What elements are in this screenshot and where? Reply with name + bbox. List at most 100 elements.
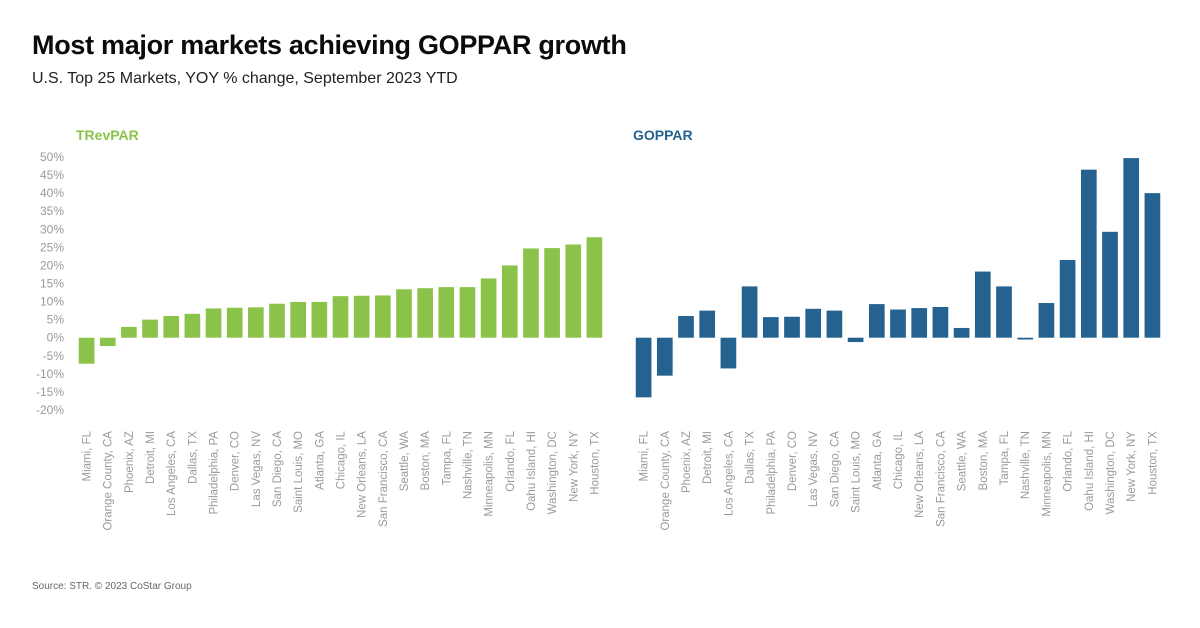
y-tick-label: -15% <box>36 385 64 399</box>
panel-title: TRevPAR <box>76 127 139 143</box>
category-label: Detroit, MI <box>145 431 157 484</box>
chart-title: Most major markets achieving GOPPAR grow… <box>32 30 627 60</box>
bar <box>163 316 180 338</box>
bar <box>953 327 970 338</box>
bar <box>438 287 455 338</box>
bar <box>374 295 391 338</box>
y-tick-label: 35% <box>40 204 64 218</box>
category-label: Minneapolis, MN <box>1041 431 1053 517</box>
bar <box>932 306 949 338</box>
bar <box>720 337 737 369</box>
bar <box>269 303 285 338</box>
bar <box>353 295 370 338</box>
bar <box>868 304 885 338</box>
bar <box>974 271 991 338</box>
category-label: Detroit, MI <box>702 431 714 484</box>
bar <box>311 301 328 338</box>
y-tick-label: 30% <box>40 222 64 236</box>
bar <box>847 337 864 343</box>
bar <box>523 248 539 338</box>
category-label: San Diego, CA <box>829 431 841 507</box>
category-label: Denver, CO <box>787 431 799 491</box>
bar <box>635 337 652 398</box>
category-label: Orlando, FL <box>505 430 517 491</box>
category-label: Boston, MA <box>978 431 990 491</box>
category-label: Atlanta, GA <box>872 431 884 490</box>
category-label: New York, NY <box>568 431 580 502</box>
category-label: Miami, FL <box>82 430 94 481</box>
category-label: Seattle, WA <box>399 431 411 492</box>
category-label: Tampa, FL <box>999 430 1011 485</box>
y-tick-label: 0% <box>47 331 65 345</box>
panel-title: GOPPAR <box>633 127 693 143</box>
bar <box>184 313 201 338</box>
category-label: New York, NY <box>1126 431 1138 502</box>
bar <box>99 337 116 347</box>
bar <box>784 316 800 338</box>
category-label: Minneapolis, MN <box>484 431 496 517</box>
bar <box>656 337 673 376</box>
bar <box>332 296 349 338</box>
goppar-panel: GOPPAR Miami, FL Orange County, CA Phoenix,… <box>633 127 1161 531</box>
bar <box>121 326 137 338</box>
bar <box>78 337 95 364</box>
y-tick-label: 20% <box>40 258 64 272</box>
bar <box>678 316 694 338</box>
y-tick-label: -20% <box>36 403 64 417</box>
category-label: Chicago, IL <box>336 430 348 489</box>
category-label: Chicago, IL <box>893 430 905 489</box>
category-label: Denver, CO <box>230 431 242 491</box>
bar <box>1102 231 1118 338</box>
trevpar-panel: TRevPAR 50% 45% 40% 35% 30% 25% 20% 15% 10% 5% 0% -5… <box>36 127 603 531</box>
bar <box>699 310 716 338</box>
bar <box>996 286 1012 338</box>
y-tick-label: 25% <box>40 240 64 254</box>
category-label: Houston, TX <box>589 431 601 495</box>
bar <box>826 310 843 338</box>
category-label: Orlando, FL <box>1063 430 1075 491</box>
y-tick-label: 15% <box>40 277 64 291</box>
bar <box>1080 169 1097 338</box>
category-label: Washington, DC <box>547 431 559 514</box>
bar <box>565 244 582 338</box>
category-label: Seattle, WA <box>957 431 969 492</box>
category-label: Saint Louis, MO <box>293 431 305 513</box>
category-label: Orange County, CA <box>660 431 672 531</box>
bar <box>417 288 433 338</box>
y-tick-label: 50% <box>40 150 64 164</box>
bar <box>205 308 222 338</box>
category-label: Las Vegas, NV <box>808 431 820 507</box>
category-label: Washington, DC <box>1105 431 1117 514</box>
category-label: Philadelphia, PA <box>766 431 778 515</box>
category-label: San Francisco, CA <box>378 431 390 527</box>
category-label: Los Angeles, CA <box>723 431 735 516</box>
bar <box>142 319 158 338</box>
bar <box>1059 260 1076 338</box>
category-label: Oahu Island, HI <box>526 431 538 511</box>
bar <box>741 286 758 338</box>
bar <box>501 265 518 338</box>
bar <box>290 301 307 338</box>
chart-subtitle: U.S. Top 25 Markets, YOY % change, Septe… <box>32 70 458 87</box>
category-label: Atlanta, GA <box>314 431 326 490</box>
category-label: Dallas, TX <box>187 431 199 484</box>
bar <box>1017 337 1034 340</box>
y-tick-label: 40% <box>40 186 64 200</box>
category-label: Philadelphia, PA <box>209 431 221 515</box>
category-label: Orange County, CA <box>103 431 115 531</box>
category-label: Nashville, TN <box>1020 431 1032 499</box>
category-label: New Orleans, LA <box>914 431 926 518</box>
bar <box>890 309 906 338</box>
bar <box>1144 193 1161 338</box>
bar <box>911 308 928 338</box>
bar <box>459 287 476 338</box>
category-label: Las Vegas, NV <box>251 431 263 507</box>
bar <box>1038 303 1055 338</box>
category-label: Nashville, TN <box>462 431 474 499</box>
bar <box>805 308 822 338</box>
bar <box>762 317 779 338</box>
category-label: San Diego, CA <box>272 431 284 507</box>
category-label: Phoenix, AZ <box>681 431 693 493</box>
category-label: San Francisco, CA <box>935 431 947 527</box>
